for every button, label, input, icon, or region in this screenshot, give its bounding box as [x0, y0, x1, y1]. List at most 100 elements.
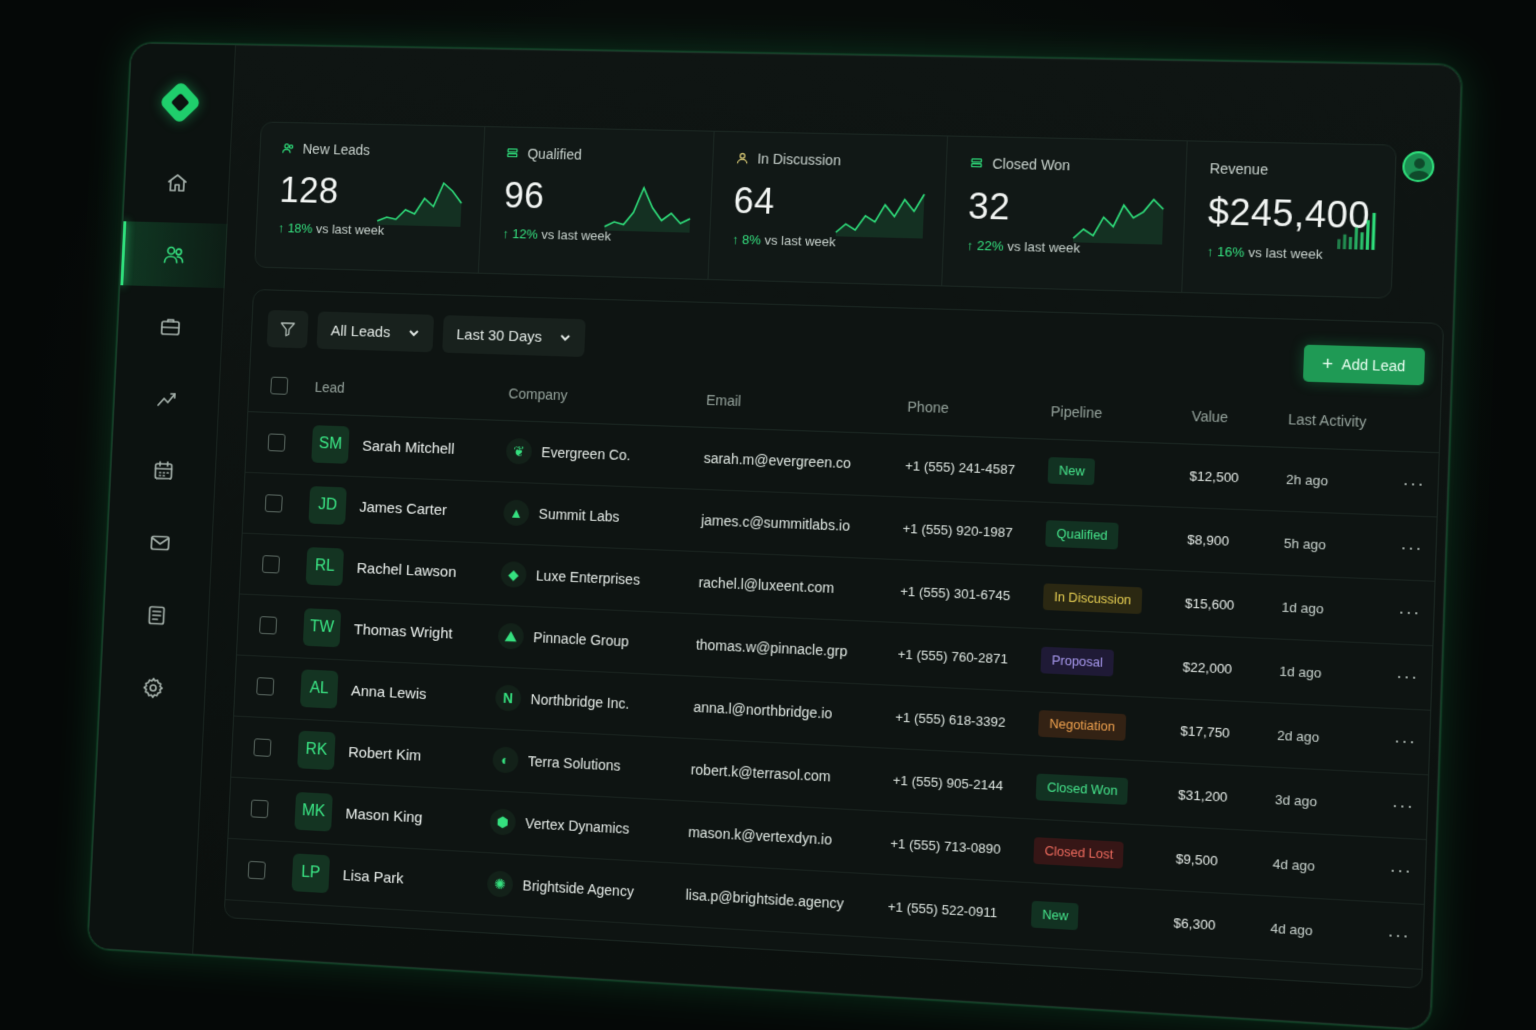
- nav-deals[interactable]: [117, 293, 224, 360]
- more-options-icon[interactable]: ···: [1402, 472, 1426, 494]
- header-value[interactable]: Value: [1178, 387, 1277, 447]
- globe-leaf-icon: ◐: [491, 746, 519, 774]
- row-actions-cell: ···: [1373, 901, 1424, 969]
- sparkline-chart: [602, 181, 693, 233]
- sparkline-area: [836, 192, 925, 239]
- row-actions-cell: ···: [1386, 514, 1437, 581]
- row-select-cell: [231, 715, 288, 780]
- nav-settings[interactable]: [99, 653, 207, 723]
- more-options-icon[interactable]: ···: [1395, 664, 1419, 687]
- lead-name[interactable]: Anna Lewis: [350, 682, 427, 703]
- pipeline-cell: Proposal: [1027, 627, 1172, 698]
- stat-delta-suffix: vs last week: [312, 221, 385, 238]
- more-options-icon[interactable]: ···: [1389, 858, 1413, 881]
- table-body: SM Sarah Mitchell ❦ Evergreen Co. sarah.m@…: [225, 411, 1439, 969]
- more-options-icon[interactable]: ···: [1400, 536, 1424, 558]
- last-activity-cell: 3d ago: [1261, 766, 1380, 837]
- lead-name[interactable]: Rachel Lawson: [356, 559, 457, 581]
- stat-card[interactable]: Qualified 96 ↑ 12% vs last week: [479, 127, 715, 280]
- add-lead-button[interactable]: + Add Lead: [1302, 344, 1426, 386]
- header-phone[interactable]: Phone: [894, 378, 1040, 439]
- lead-name[interactable]: Robert Kim: [347, 743, 422, 765]
- nav-documents[interactable]: [103, 581, 211, 650]
- add-lead-label: Add Lead: [1341, 356, 1406, 375]
- diamond-icon: ◆: [500, 560, 527, 588]
- user-avatar[interactable]: [1401, 150, 1435, 183]
- value-cell: $6,300: [1159, 889, 1259, 960]
- row-checkbox[interactable]: [247, 860, 266, 880]
- nav-leads[interactable]: [120, 221, 228, 289]
- document-icon: [145, 603, 169, 628]
- row-checkbox[interactable]: [259, 616, 278, 635]
- lead-name[interactable]: Lisa Park: [342, 866, 404, 888]
- header-email[interactable]: Email: [693, 372, 897, 434]
- pipeline-cell: Closed Won: [1023, 754, 1167, 826]
- nav-calendar[interactable]: [110, 437, 217, 505]
- email-cell[interactable]: james.c@summitlabs.io: [687, 488, 892, 559]
- row-checkbox[interactable]: [250, 799, 269, 819]
- revenue-bar: [1342, 234, 1347, 250]
- leads-table: Lead Company Email Phone Pipeline Value …: [225, 358, 1441, 969]
- date-range-select[interactable]: Last 30 Days: [441, 315, 586, 358]
- row-checkbox[interactable]: [267, 433, 286, 452]
- pipeline-badge: New: [1048, 457, 1096, 486]
- header-company[interactable]: Company: [495, 366, 696, 427]
- trend-chart-icon: [155, 387, 179, 411]
- select-all-checkbox[interactable]: [270, 376, 289, 395]
- company-cell: ◐ Terra Solutions: [479, 727, 681, 800]
- filter-button[interactable]: [266, 309, 309, 349]
- stat-card[interactable]: In Discussion 64 ↑ 8% vs last week: [708, 131, 949, 286]
- stat-card[interactable]: Revenue $245,400 ↑ 16% vs last week: [1182, 141, 1396, 297]
- sun-icon: ✺: [486, 870, 514, 898]
- stat-card[interactable]: Closed Won 32 ↑ 22% vs last week: [942, 136, 1188, 292]
- stat-label-row: New Leads: [281, 140, 462, 160]
- pipeline-cell: Qualified: [1032, 501, 1176, 571]
- sparkline-area: [377, 181, 463, 227]
- lead-initials-avatar: JD: [308, 486, 347, 525]
- stat-delta-percent: 22%: [976, 237, 1004, 254]
- header-last-activity[interactable]: Last Activity: [1274, 391, 1393, 451]
- row-checkbox[interactable]: [256, 677, 275, 696]
- header-lead[interactable]: Lead: [301, 360, 499, 420]
- stat-label-row: In Discussion: [735, 150, 924, 170]
- row-actions-cell: ···: [1379, 707, 1431, 775]
- lead-cell: TW Thomas Wright: [290, 595, 488, 666]
- nav-mail[interactable]: [106, 509, 213, 578]
- sparkline-chart: [1071, 192, 1166, 245]
- lead-name[interactable]: Mason King: [345, 805, 423, 827]
- company-name: Brightside Agency: [522, 877, 635, 900]
- stat-card[interactable]: New Leads 128 ↑ 18% vs last week: [255, 122, 486, 273]
- email-cell[interactable]: mason.k@vertexdyn.io: [674, 799, 880, 874]
- more-options-icon[interactable]: ···: [1393, 729, 1417, 752]
- stat-delta-percent: 12%: [512, 226, 539, 242]
- email-cell[interactable]: robert.k@terrasol.com: [677, 737, 882, 811]
- email-cell[interactable]: sarah.m@evergreen.co: [690, 426, 895, 497]
- pipeline-badge: Closed Lost: [1033, 837, 1125, 869]
- more-options-icon[interactable]: ···: [1387, 923, 1411, 946]
- nav-home[interactable]: [124, 150, 231, 216]
- email-cell[interactable]: anna.l@northbridge.io: [680, 675, 885, 748]
- more-options-icon[interactable]: ···: [1397, 600, 1421, 623]
- phone-cell: +1 (555) 760-2871: [884, 621, 1031, 692]
- email-cell[interactable]: rachel.l@luxeent.com: [685, 550, 890, 622]
- nav-reports[interactable]: [113, 365, 220, 433]
- logo[interactable]: [158, 80, 202, 125]
- revenue-bar: [1337, 239, 1341, 250]
- leads-filter-select[interactable]: All Leads: [316, 311, 434, 353]
- lead-name[interactable]: Sarah Mitchell: [361, 437, 455, 458]
- lead-name[interactable]: Thomas Wright: [353, 620, 453, 643]
- plus-icon: +: [1321, 353, 1334, 375]
- row-select-cell: [239, 532, 297, 596]
- header-pipeline[interactable]: Pipeline: [1037, 383, 1181, 444]
- more-options-icon[interactable]: ···: [1391, 793, 1415, 816]
- stat-label: Qualified: [527, 145, 583, 163]
- lead-name[interactable]: James Carter: [359, 498, 448, 519]
- email-cell[interactable]: lisa.p@brightside.agency: [672, 862, 877, 937]
- row-checkbox[interactable]: [261, 555, 280, 574]
- email-cell[interactable]: thomas.w@pinnacle.grp: [682, 612, 887, 685]
- user-icon: [735, 151, 750, 165]
- row-checkbox[interactable]: [264, 494, 283, 513]
- revenue-bar: [1354, 227, 1359, 250]
- row-checkbox[interactable]: [253, 738, 272, 758]
- company-name: Luxe Enterprises: [535, 567, 641, 588]
